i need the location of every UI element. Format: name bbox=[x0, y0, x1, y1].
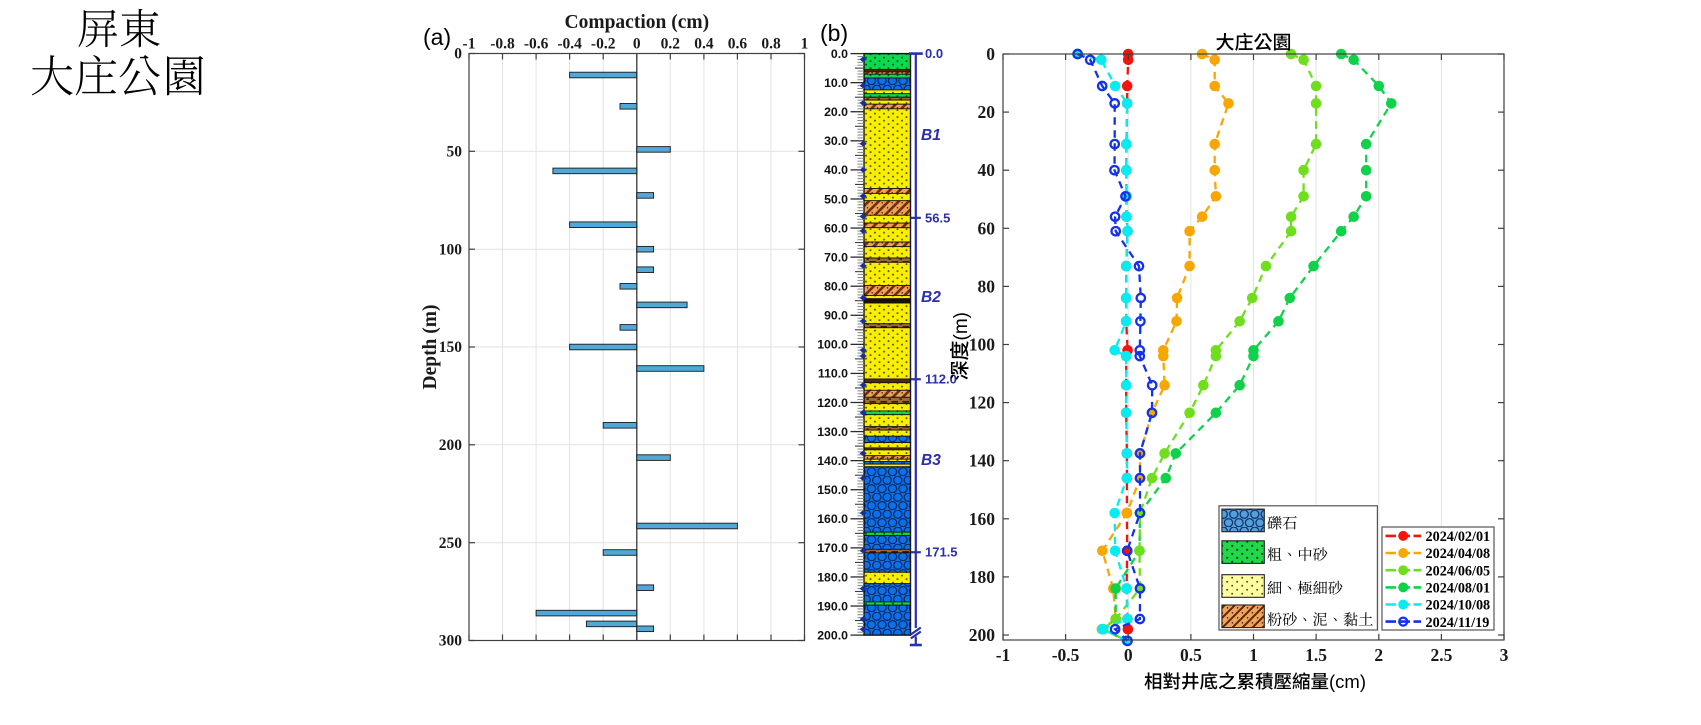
svg-text:Compaction (cm): Compaction (cm) bbox=[565, 12, 710, 33]
svg-text:200: 200 bbox=[439, 437, 463, 454]
svg-text:160: 160 bbox=[969, 509, 996, 529]
svg-text:1.5: 1.5 bbox=[1305, 645, 1327, 665]
svg-text:0: 0 bbox=[1124, 645, 1133, 665]
svg-text:B3: B3 bbox=[921, 452, 941, 469]
svg-text:-1: -1 bbox=[996, 645, 1011, 665]
svg-text:0.0: 0.0 bbox=[925, 46, 943, 61]
svg-text:100: 100 bbox=[969, 335, 996, 355]
svg-text:200: 200 bbox=[969, 625, 996, 645]
svg-text:40: 40 bbox=[978, 160, 996, 180]
svg-text:80: 80 bbox=[978, 276, 996, 296]
svg-text:100: 100 bbox=[439, 241, 463, 258]
svg-text:170.0: 170.0 bbox=[817, 541, 848, 555]
svg-text:180.0: 180.0 bbox=[817, 570, 848, 584]
svg-text:140: 140 bbox=[969, 451, 996, 471]
svg-text:60: 60 bbox=[978, 218, 996, 238]
svg-text:(b): (b) bbox=[820, 20, 848, 46]
svg-text:50.0: 50.0 bbox=[824, 192, 848, 206]
svg-text:140.0: 140.0 bbox=[817, 454, 848, 468]
svg-text:2.5: 2.5 bbox=[1430, 645, 1452, 665]
svg-text:0.8: 0.8 bbox=[761, 36, 781, 53]
svg-text:1: 1 bbox=[801, 36, 809, 53]
svg-text:0: 0 bbox=[633, 36, 641, 53]
svg-text:60.0: 60.0 bbox=[824, 221, 848, 235]
svg-text:(m): (m) bbox=[951, 312, 972, 340]
svg-text:100.0: 100.0 bbox=[817, 338, 848, 352]
svg-text:10.0: 10.0 bbox=[824, 76, 848, 90]
svg-text:120: 120 bbox=[969, 393, 996, 413]
svg-text:190.0: 190.0 bbox=[817, 599, 848, 613]
svg-text:Depth (m): Depth (m) bbox=[420, 304, 441, 389]
svg-text:0: 0 bbox=[454, 46, 462, 63]
svg-text:150.0: 150.0 bbox=[817, 483, 848, 497]
svg-text:2024/02/01: 2024/02/01 bbox=[1426, 529, 1491, 545]
svg-text:-1: -1 bbox=[463, 36, 476, 53]
svg-text:2024/06/05: 2024/06/05 bbox=[1426, 563, 1491, 579]
svg-text:30.0: 30.0 bbox=[824, 134, 848, 148]
svg-text:300: 300 bbox=[439, 633, 463, 650]
svg-text:-0.4: -0.4 bbox=[557, 36, 582, 53]
svg-text:50: 50 bbox=[447, 144, 463, 161]
svg-text:80.0: 80.0 bbox=[824, 280, 848, 294]
svg-text:90.0: 90.0 bbox=[824, 309, 848, 323]
svg-text:0.6: 0.6 bbox=[728, 36, 748, 53]
svg-text:130.0: 130.0 bbox=[817, 425, 848, 439]
svg-text:B1: B1 bbox=[921, 127, 941, 144]
svg-text:0.0: 0.0 bbox=[831, 47, 848, 61]
svg-text:20: 20 bbox=[978, 102, 996, 122]
svg-text:0: 0 bbox=[986, 44, 995, 64]
svg-text:-0.2: -0.2 bbox=[591, 36, 616, 53]
svg-text:0.2: 0.2 bbox=[661, 36, 681, 53]
svg-text:120.0: 120.0 bbox=[817, 396, 848, 410]
svg-text:(a): (a) bbox=[423, 24, 451, 50]
svg-text:56.5: 56.5 bbox=[925, 210, 950, 225]
svg-text:250: 250 bbox=[439, 535, 463, 552]
svg-text:0.4: 0.4 bbox=[694, 36, 714, 53]
svg-text:2: 2 bbox=[1374, 645, 1383, 665]
svg-text:150: 150 bbox=[439, 339, 463, 356]
svg-text:180: 180 bbox=[969, 567, 996, 587]
svg-text:20.0: 20.0 bbox=[824, 105, 848, 119]
svg-text:2024/11/19: 2024/11/19 bbox=[1426, 615, 1490, 631]
svg-text:3: 3 bbox=[1500, 645, 1509, 665]
svg-text:2024/08/01: 2024/08/01 bbox=[1426, 581, 1491, 597]
svg-text:40.0: 40.0 bbox=[824, 163, 848, 177]
svg-text:-0.8: -0.8 bbox=[490, 36, 515, 53]
svg-text:0.5: 0.5 bbox=[1180, 645, 1202, 665]
svg-text:200.0: 200.0 bbox=[817, 628, 848, 642]
svg-text:-0.5: -0.5 bbox=[1052, 645, 1080, 665]
svg-text:B2: B2 bbox=[921, 289, 941, 306]
svg-text:-0.6: -0.6 bbox=[524, 36, 549, 53]
svg-text:1: 1 bbox=[1249, 645, 1258, 665]
svg-text:171.5: 171.5 bbox=[925, 545, 958, 560]
svg-text:70.0: 70.0 bbox=[824, 250, 848, 264]
svg-text:112.0: 112.0 bbox=[925, 372, 957, 387]
svg-text:2024/04/08: 2024/04/08 bbox=[1426, 546, 1491, 562]
svg-text:(cm): (cm) bbox=[1329, 671, 1366, 692]
svg-text:160.0: 160.0 bbox=[817, 512, 848, 526]
svg-text:110.0: 110.0 bbox=[818, 367, 848, 381]
svg-text:2024/10/08: 2024/10/08 bbox=[1426, 598, 1491, 614]
